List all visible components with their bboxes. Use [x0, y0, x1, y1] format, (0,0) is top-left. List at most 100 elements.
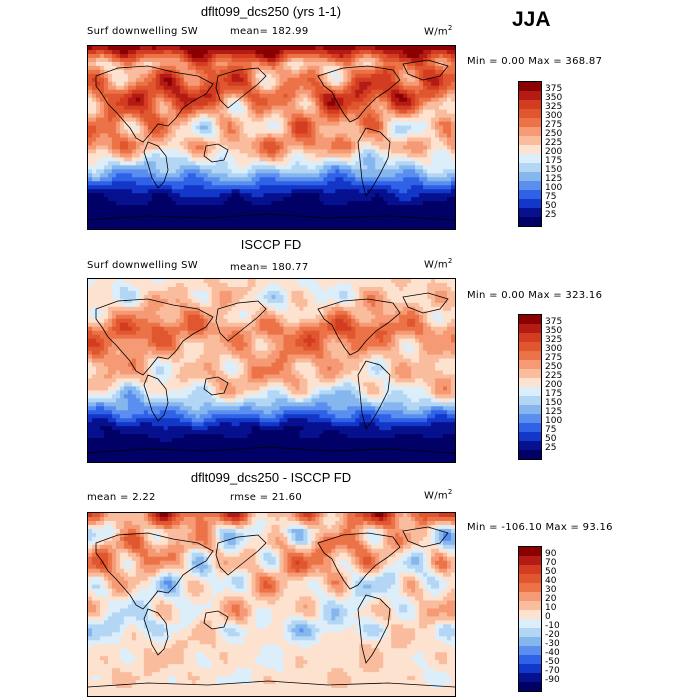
heatmap-cell	[263, 105, 269, 111]
heatmap-cell	[363, 197, 368, 202]
heatmap-cell	[88, 209, 93, 214]
heatmap-cell	[427, 109, 432, 115]
heatmap-cell	[303, 129, 308, 135]
heatmap-cell	[419, 157, 424, 162]
heatmap-cell	[231, 129, 237, 135]
heatmap-cell	[287, 85, 293, 91]
heatmap-cell	[335, 81, 340, 87]
heatmap-cell	[111, 93, 117, 99]
heatmap-cell	[379, 125, 384, 131]
heatmap-cell	[327, 189, 332, 194]
heatmap-cell	[135, 201, 141, 206]
heatmap-cell	[147, 290, 153, 296]
heatmap-cell	[111, 298, 117, 304]
heatmap-cell	[88, 105, 93, 111]
heatmap-cell	[263, 225, 269, 229]
heatmap-cell	[99, 69, 105, 75]
heatmap-cell	[135, 181, 141, 186]
heatmap-cell	[155, 77, 161, 83]
heatmap-cell	[119, 49, 125, 55]
heatmap-cell	[199, 165, 205, 170]
heatmap-cell	[147, 294, 153, 300]
heatmap-cell	[167, 193, 173, 198]
heatmap-cell	[151, 213, 157, 218]
heatmap-cell	[279, 282, 285, 288]
heatmap-cell	[319, 145, 324, 151]
heatmap-cell	[443, 113, 448, 119]
heatmap-cell	[443, 49, 448, 55]
heatmap-cell	[367, 46, 372, 51]
heatmap-cell	[347, 97, 352, 103]
heatmap-cell	[127, 161, 133, 166]
heatmap-cell	[171, 153, 177, 158]
heatmap-cell	[319, 302, 324, 308]
heatmap-cell	[91, 279, 97, 284]
heatmap-cell	[423, 279, 428, 284]
heatmap-cell	[399, 205, 404, 210]
heatmap-cell	[355, 279, 360, 284]
heatmap-cell	[171, 141, 177, 147]
heatmap-cell	[411, 193, 416, 198]
heatmap-cell	[335, 141, 340, 147]
heatmap-cell	[191, 169, 197, 174]
heatmap-cell	[407, 286, 412, 292]
heatmap-cell	[179, 105, 185, 111]
heatmap-cell	[227, 294, 233, 300]
heatmap-cell	[151, 302, 157, 308]
heatmap-cell	[99, 93, 105, 99]
heatmap-cell	[303, 217, 308, 222]
heatmap-cell	[99, 57, 105, 63]
heatmap-cell	[119, 121, 125, 127]
heatmap-cell	[191, 217, 197, 222]
heatmap-cell	[191, 105, 197, 111]
heatmap-cell	[187, 169, 193, 174]
heatmap-cell	[151, 197, 157, 202]
heatmap-cell	[88, 89, 93, 95]
heatmap-cell	[235, 282, 241, 288]
heatmap-cell	[247, 117, 253, 123]
heatmap-cell	[203, 49, 209, 55]
heatmap-cell	[171, 57, 177, 63]
heatmap-cell	[379, 46, 384, 51]
heatmap-cell	[215, 189, 221, 194]
heatmap-cell	[111, 81, 117, 87]
heatmap-cell	[231, 81, 237, 87]
heatmap-cell	[351, 302, 356, 308]
heatmap-cell	[247, 105, 253, 111]
heatmap-cell	[331, 185, 336, 190]
heatmap-cell	[211, 93, 217, 99]
heatmap-cell	[451, 205, 455, 210]
heatmap-cell	[343, 53, 348, 59]
heatmap-cell	[307, 193, 312, 198]
heatmap-cell	[115, 225, 121, 229]
heatmap-cell	[403, 129, 408, 135]
heatmap-cell	[211, 57, 217, 63]
heatmap-cell	[99, 279, 105, 284]
heatmap-cell	[331, 282, 336, 288]
heatmap-cell	[227, 209, 233, 214]
heatmap-cell	[99, 113, 105, 119]
heatmap-cell	[415, 101, 420, 107]
heatmap-cell	[239, 201, 245, 206]
heatmap-cell	[367, 213, 372, 218]
heatmap-cell	[443, 177, 448, 182]
heatmap-cell	[135, 177, 141, 182]
heatmap-cell	[375, 49, 380, 55]
heatmap-cell	[307, 294, 312, 300]
heatmap-cell	[199, 279, 205, 284]
heatmap-cell	[451, 85, 455, 91]
heatmap-cell	[199, 290, 205, 296]
heatmap-cell	[155, 225, 161, 229]
heatmap-cell	[419, 149, 424, 155]
heatmap-cell	[179, 145, 185, 151]
heatmap-cell	[299, 121, 305, 127]
heatmap-cell	[167, 221, 173, 226]
heatmap-cell	[183, 221, 189, 226]
heatmap-cell	[215, 145, 221, 151]
heatmap-cell	[327, 205, 332, 210]
heatmap-cell	[423, 157, 428, 162]
heatmap-cell	[207, 149, 213, 155]
heatmap-cell	[235, 105, 241, 111]
heatmap-cell	[211, 205, 217, 210]
heatmap-cell	[399, 149, 404, 155]
